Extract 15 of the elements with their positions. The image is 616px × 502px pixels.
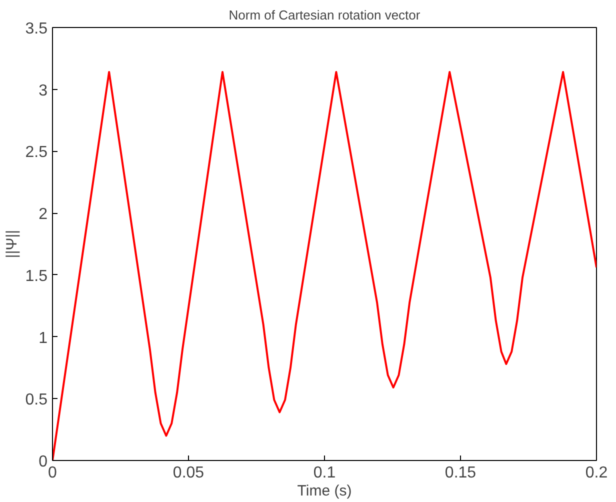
y-tick-label: 3.5 — [25, 20, 48, 38]
y-tick-label: 1 — [38, 330, 48, 347]
x-tick-label: 0.1 — [313, 464, 336, 482]
y-tick-label: 2.5 — [25, 144, 48, 162]
y-tick-label: 3 — [38, 82, 48, 100]
y-axis-title: ||Ψ|| — [3, 230, 20, 258]
x-axis-title: Time (s) — [297, 482, 352, 500]
y-tick-label: 1.5 — [25, 268, 48, 285]
chart-title: Norm of Cartesian rotation vector — [228, 8, 421, 22]
x-tick-label: 0.05 — [172, 464, 204, 482]
y-tick-label: 2 — [38, 206, 48, 224]
y-tick-label: 0.5 — [25, 392, 48, 409]
x-tick-label: 0.15 — [444, 464, 476, 482]
y-tick-label: 0 — [38, 454, 48, 470]
x-tick-label: 0.2 — [585, 464, 608, 482]
